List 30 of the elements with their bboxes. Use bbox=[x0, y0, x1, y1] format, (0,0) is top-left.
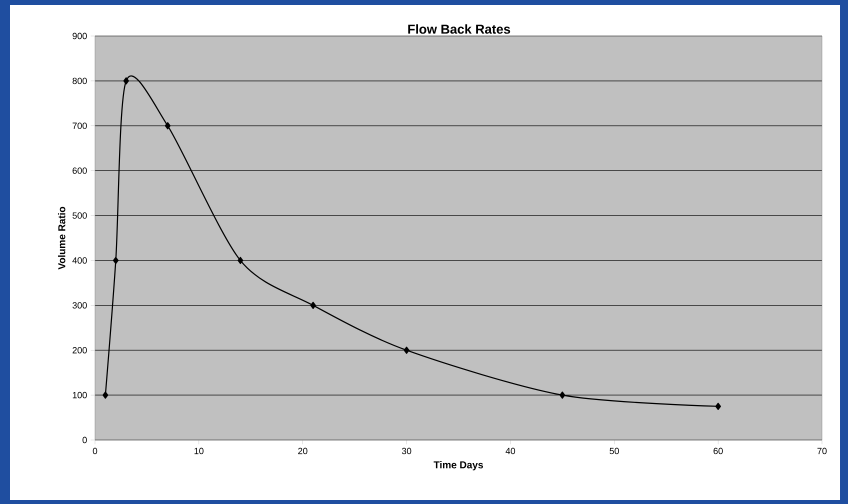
x-tick-label: 40 bbox=[506, 448, 516, 454]
point bbox=[404, 346, 410, 354]
point bbox=[164, 122, 171, 130]
x-tick-label: 60 bbox=[714, 448, 723, 454]
y-tick-label: 300 bbox=[72, 302, 87, 309]
point bbox=[238, 256, 244, 264]
y-tick-label: 800 bbox=[72, 78, 87, 84]
y-tick-label: 900 bbox=[72, 32, 87, 40]
x-tick-label: 70 bbox=[817, 448, 827, 454]
y-tick-label: 600 bbox=[72, 167, 87, 174]
chart-title: Flow Back Rates bbox=[408, 24, 510, 34]
y-tick-label: 500 bbox=[72, 212, 87, 219]
point bbox=[310, 302, 316, 309]
y-tick-label: 0 bbox=[82, 436, 87, 444]
x-tick-label: 10 bbox=[194, 448, 204, 454]
x-tick-label: 0 bbox=[92, 448, 98, 454]
y-tick-label: 100 bbox=[72, 392, 87, 398]
y-tick-label: 200 bbox=[72, 347, 87, 354]
y-axis-title: Volume Ratio bbox=[58, 206, 66, 270]
point bbox=[715, 402, 721, 410]
point bbox=[102, 392, 108, 399]
point bbox=[123, 77, 130, 84]
x-tick-label: 20 bbox=[298, 448, 308, 454]
point bbox=[112, 256, 119, 264]
y-tick-label: 700 bbox=[72, 122, 87, 129]
x-axis-title: Time Days bbox=[434, 461, 484, 470]
y-tick-label: 400 bbox=[72, 257, 87, 264]
x-tick-label: 50 bbox=[610, 448, 619, 454]
x-tick-label: 30 bbox=[402, 448, 412, 454]
point bbox=[560, 392, 566, 399]
